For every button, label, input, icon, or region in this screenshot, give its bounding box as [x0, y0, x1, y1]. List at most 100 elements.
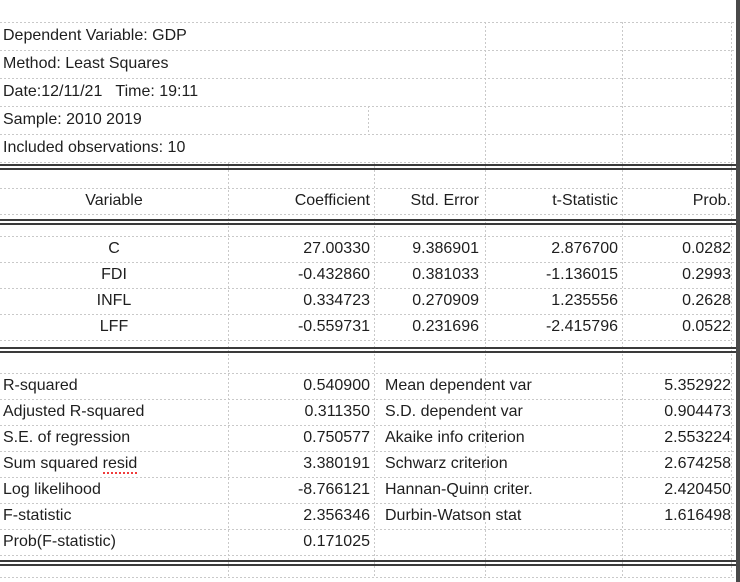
col-header-std-error: Std. Error	[410, 192, 479, 209]
stat-value: 0.171025	[303, 533, 370, 550]
cell-variable: C	[108, 240, 120, 257]
stat-value: 2.356346	[303, 507, 370, 524]
cell-t-statistic: 2.876700	[551, 240, 618, 257]
stat-label: Akaike info criterion	[385, 429, 525, 446]
gridline-h	[0, 529, 736, 530]
cell-variable: LFF	[99, 318, 129, 335]
gridline-v	[374, 162, 375, 577]
stat-value: 0.311350	[304, 403, 370, 420]
cell-std-error: 0.381033	[412, 266, 479, 283]
observations-line: Included observations: 10	[0, 134, 736, 162]
gridline-v	[228, 162, 229, 577]
cell-prob: 0.2628	[682, 292, 731, 309]
stat-value: 5.352922	[664, 377, 731, 394]
table-row-lff: LFF -0.559731 0.231696 -2.415796 0.0522	[0, 314, 736, 340]
gridline-h	[0, 134, 736, 135]
gridline-v	[368, 106, 369, 134]
dependent-variable-line: Dependent Variable: GDP	[0, 22, 736, 50]
gridline-v	[622, 22, 623, 577]
stat-label: Prob(F-statistic)	[3, 533, 116, 550]
method-line: Method: Least Squares	[0, 50, 736, 78]
stats-row: R-squared 0.540900 Mean dependent var 5.…	[0, 373, 736, 399]
stat-value: 2.420450	[664, 481, 731, 498]
method-text: Method: Least Squares	[3, 55, 169, 72]
stats-row: Log likelihood -8.766121 Hannan-Quinn cr…	[0, 477, 736, 503]
stat-label: R-squared	[3, 377, 78, 394]
cell-coefficient: -0.432860	[297, 266, 370, 283]
cell-std-error: 0.231696	[412, 318, 479, 335]
gridline-h	[0, 577, 736, 578]
window-border-right	[736, 0, 740, 582]
stat-label: S.D. dependent var	[385, 403, 523, 420]
gridline-h	[0, 50, 736, 51]
date-time-line: Date:12/11/21 Time: 19:11	[0, 78, 736, 106]
stat-value: -8.766121	[297, 481, 370, 498]
gridline-h	[0, 78, 736, 79]
cell-coefficient: -0.559731	[297, 318, 370, 335]
cell-std-error: 9.386901	[412, 240, 479, 257]
cell-t-statistic: -1.136015	[545, 266, 618, 283]
gridline-h	[0, 162, 736, 163]
stat-label: Hannan-Quinn criter.	[385, 481, 533, 498]
col-header-coefficient: Coefficient	[294, 192, 370, 209]
stats-row: S.E. of regression 0.750577 Akaike info …	[0, 425, 736, 451]
stat-label: Mean dependent var	[385, 377, 532, 394]
stat-value: 1.616498	[664, 507, 731, 524]
stat-label: F-statistic	[3, 507, 72, 524]
cell-variable: FDI	[101, 266, 127, 283]
stats-row: Adjusted R-squared 0.311350 S.D. depende…	[0, 399, 736, 425]
stat-value: 0.540900	[303, 377, 370, 394]
cell-coefficient: 27.00330	[303, 240, 370, 257]
sample-text: Sample: 2010 2019	[3, 111, 142, 128]
gridline-h	[0, 22, 736, 23]
gridline-h	[0, 314, 736, 315]
gridline-v	[485, 22, 486, 577]
stat-value: 2.674258	[664, 455, 731, 472]
gridline-h	[0, 555, 736, 556]
cell-prob: 0.0522	[682, 318, 731, 335]
gridline-v	[731, 22, 732, 577]
coef-table-header-row: Variable Coefficient Std. Error t-Statis…	[0, 188, 736, 214]
gridline-h	[0, 340, 736, 341]
col-header-t-statistic: t-Statistic	[552, 192, 618, 209]
gridline-h	[0, 425, 736, 426]
gridline-h	[0, 214, 736, 215]
gridline-h	[0, 236, 736, 237]
cell-coefficient: 0.334723	[303, 292, 370, 309]
stat-label: Sum squared resid	[3, 455, 138, 474]
dependent-variable-text: Dependent Variable: GDP	[3, 27, 187, 44]
gridline-h	[0, 503, 736, 504]
observations-text: Included observations: 10	[3, 139, 186, 156]
gridline-h	[0, 477, 736, 478]
double-rule	[0, 164, 736, 170]
spellcheck-underline: resid	[102, 455, 138, 474]
cell-variable: INFL	[96, 292, 132, 309]
stat-value: 0.904473	[664, 403, 731, 420]
table-row-c: C 27.00330 9.386901 2.876700 0.0282	[0, 236, 736, 262]
gridline-h	[0, 288, 736, 289]
cell-prob: 0.2993	[682, 266, 731, 283]
gridline-h	[0, 373, 736, 374]
col-header-variable: Variable	[85, 192, 143, 209]
gridline-h	[0, 399, 736, 400]
stat-value: 0.750577	[303, 429, 370, 446]
stat-label: S.E. of regression	[3, 429, 131, 446]
gridline-h	[0, 262, 736, 263]
cell-prob: 0.0282	[682, 240, 731, 257]
table-row-infl: INFL 0.334723 0.270909 1.235556 0.2628	[0, 288, 736, 314]
cell-t-statistic: 1.235556	[551, 292, 618, 309]
double-rule	[0, 347, 736, 353]
stat-label: Log likelihood	[3, 481, 101, 498]
stats-row: F-statistic 2.356346 Durbin-Watson stat …	[0, 503, 736, 529]
double-rule	[0, 560, 736, 566]
date-time-text: Date:12/11/21 Time: 19:11	[3, 83, 199, 100]
stat-label: Durbin-Watson stat	[385, 507, 522, 524]
cell-t-statistic: -2.415796	[545, 318, 618, 335]
gridline-h	[0, 188, 736, 189]
table-row-fdi: FDI -0.432860 0.381033 -1.136015 0.2993	[0, 262, 736, 288]
stat-label: Schwarz criterion	[385, 455, 508, 472]
stats-row: Prob(F-statistic) 0.171025	[0, 529, 736, 555]
cell-std-error: 0.270909	[412, 292, 479, 309]
stat-value: 2.553224	[664, 429, 731, 446]
